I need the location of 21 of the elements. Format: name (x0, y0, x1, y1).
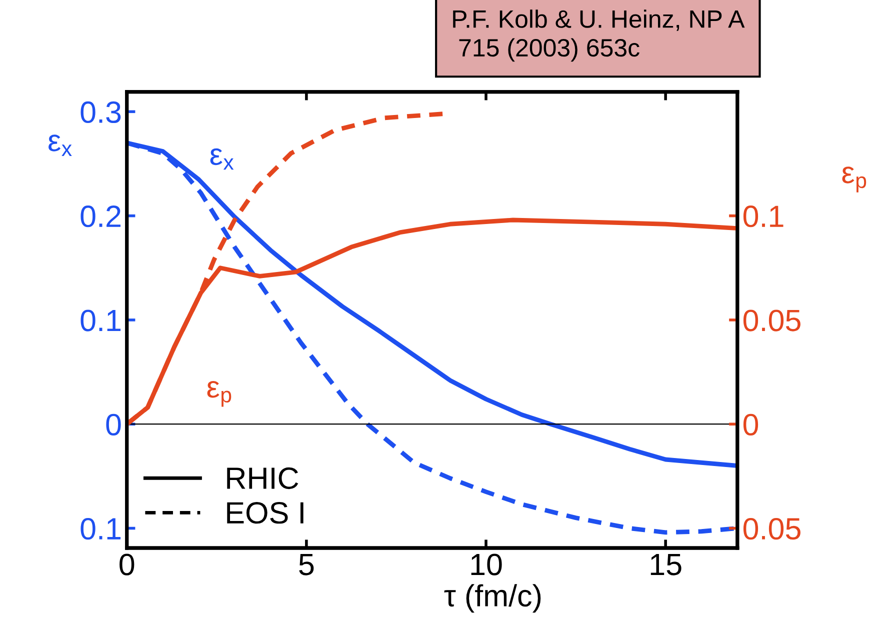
annotation: RHIC (227, 467, 298, 490)
y2-axis-title: ε$_{p}$ (842, 166, 866, 192)
text: P.F. Kolb & U. Heinz, NP A 715 (2003) 653c (453, 10, 745, 62)
y2-tick-label: 0.05 (743, 518, 800, 540)
y2-tick-label: 0.1 (743, 206, 784, 228)
annotation: ε$_{p}$ (207, 381, 232, 407)
annotation: ε$_{x}$ (210, 148, 234, 170)
annotation: EOS I (227, 502, 304, 524)
y-tick-label: 0 (106, 414, 121, 436)
x-tick-label: 5 (299, 554, 314, 576)
y-tick-label: 0.1 (80, 310, 121, 332)
y2-tick-label: 0 (743, 414, 758, 436)
y-axis-title: ε$_{x}$ (48, 134, 72, 156)
x-tick-label: 10 (471, 554, 502, 576)
y-tick-label: 0.1 (80, 518, 121, 540)
x-tick-label: 0 (120, 554, 134, 576)
y-tick-label: 0.3 (80, 101, 121, 124)
x-axis-title: τ (fm/c) (444, 584, 541, 613)
y-tick-label: 0.2 (80, 206, 120, 228)
x-tick-label: 15 (650, 554, 682, 576)
y2-tick-label: 0.05 (743, 310, 800, 332)
